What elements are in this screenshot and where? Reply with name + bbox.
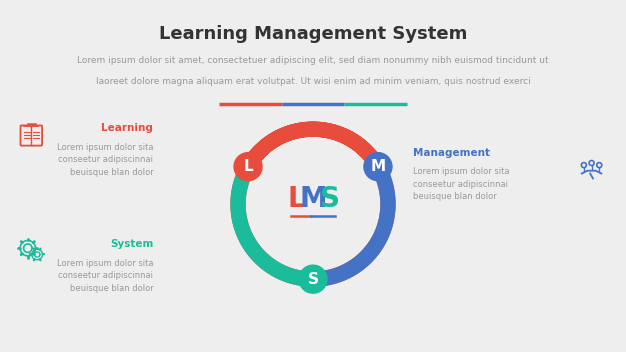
Text: System: System	[110, 239, 153, 249]
Text: Lorem ipsum dolor sita
conseetur adipiscinnai
beuisque blan dolor: Lorem ipsum dolor sita conseetur adipisc…	[57, 259, 153, 293]
Text: laoreet dolore magna aliquam erat volutpat. Ut wisi enim ad minim veniam, quis n: laoreet dolore magna aliquam erat volutp…	[96, 77, 530, 87]
Circle shape	[364, 153, 392, 181]
Circle shape	[234, 153, 262, 181]
Text: S: S	[320, 185, 340, 213]
Text: Lorem ipsum dolor sit amet, consectetuer adipiscing elit, sed diam nonummy nibh : Lorem ipsum dolor sit amet, consectetuer…	[77, 56, 549, 65]
Text: L: L	[244, 159, 253, 174]
Text: M: M	[299, 185, 327, 213]
Text: L: L	[287, 185, 305, 213]
Circle shape	[299, 265, 327, 293]
Text: Lorem ipsum dolor sita
conseetur adipiscinnai
beuisque blan dolor: Lorem ipsum dolor sita conseetur adipisc…	[57, 143, 153, 177]
Text: M: M	[371, 159, 386, 174]
Text: Learning Management System: Learning Management System	[159, 25, 467, 43]
Text: Lorem ipsum dolor sita
conseetur adipiscinnai
beuisque blan dolor: Lorem ipsum dolor sita conseetur adipisc…	[413, 167, 510, 201]
Text: Learning: Learning	[101, 123, 153, 133]
Text: S: S	[307, 272, 319, 287]
Text: Management: Management	[413, 148, 490, 158]
